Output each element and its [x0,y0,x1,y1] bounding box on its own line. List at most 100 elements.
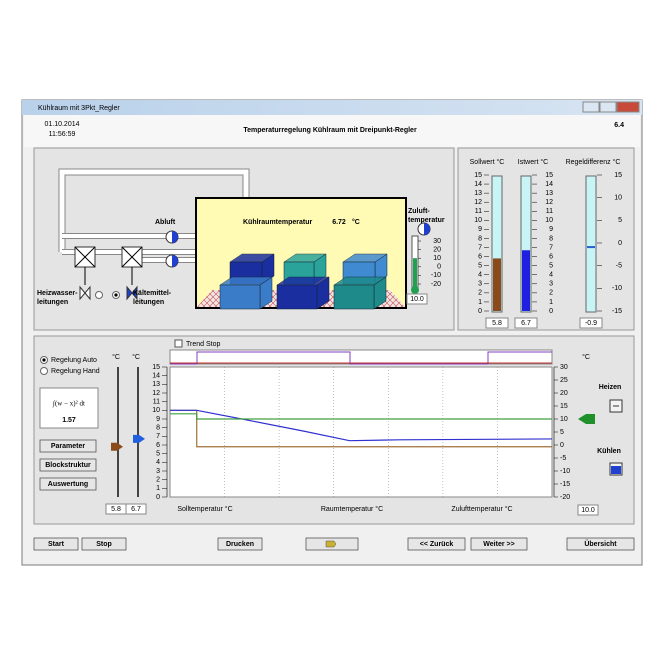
crate [276,284,318,310]
gauge-tick-label: 5 [618,217,622,224]
gauge-tick-label: 5 [478,263,482,270]
legend-label: Solltemperatur °C [177,505,232,513]
readout [514,317,538,329]
gauge-tick-label: 0 [618,240,622,247]
gauge-tick-label: 13 [474,190,482,197]
slider-unit: °C [112,353,120,361]
y-tick-label: 15 [152,364,160,371]
readout-value: 6.7 [521,320,531,327]
radio-label: Regelung Hand [51,368,100,375]
date: 01.10.2014 [44,121,79,128]
gauge-tick-label: 12 [545,199,553,206]
gauge-tick-label: 2 [549,290,553,297]
readout [579,317,603,329]
gauge-tick-label: 3 [549,281,553,288]
fan-blade [424,223,430,235]
readout [406,293,428,305]
slider-unit: °C [132,353,140,361]
y2-tick-label: 30 [560,364,568,371]
button[interactable] [566,537,635,551]
pipe-label: Kältemittel- [133,290,172,297]
y2-tick-label: -5 [560,455,566,462]
button-label: Auswertung [48,481,88,488]
gauge-label: Regeldifferenz °C [566,158,621,166]
button[interactable] [39,458,97,472]
gauge-tick-label: 7 [478,244,482,251]
radio[interactable] [40,367,48,375]
button-label: Übersicht [584,539,617,548]
radio-dot [114,293,118,297]
gauge-tick-label: 11 [475,208,482,215]
readout-value: 5.8 [492,320,502,327]
gauge-tick-label: 3 [478,281,482,288]
gauge-tick-label: 0 [478,308,482,315]
gauge-tick-label: 10 [545,217,553,224]
button-label: Start [48,541,65,548]
gauge-tick-label: 0 [549,308,553,315]
maximize[interactable] [599,101,617,113]
button-label: Blockstruktur [45,462,91,469]
slider-thumb[interactable] [111,442,123,451]
y2-tick-label: -10 [560,468,570,475]
radio-dot [42,358,46,362]
gauge-tick-label: 9 [549,226,553,233]
trend-line [170,413,552,420]
gauge-tick-label: 1 [478,299,482,306]
readout-value: 5.8 [111,506,121,513]
gauge-tick-label: 7 [549,244,553,251]
gauge-tick-label: 8 [549,235,553,242]
button[interactable] [217,537,263,551]
room-unit: °C [352,218,360,226]
gauge-tick-label: 10 [614,195,622,202]
gauge-tick-label: 15 [545,172,553,179]
checkbox[interactable] [174,339,183,348]
valve [126,285,138,301]
button-label: Stop [96,541,112,548]
gauge-tick-label: 5 [549,263,553,270]
close[interactable] [616,101,640,113]
room-label: Kühlraumtemperatur [243,219,313,226]
output-unit: °C [582,353,590,361]
valve-cross [121,246,143,268]
thermo-tick-label: 0 [437,264,441,271]
gauge-label: Sollwert °C [470,158,505,166]
button[interactable] [39,439,97,453]
y-tick-label: 8 [156,425,160,432]
icon [325,540,337,548]
y-tick-label: 7 [156,433,160,440]
pipe [59,169,249,252]
supply-label: Zuluft- [408,208,430,215]
slider-thumb[interactable] [133,434,145,443]
digital-signal [170,351,552,365]
gauge-tube [491,175,503,313]
gauge-tick-label: 1 [549,299,553,306]
button-label: Drucken [226,541,254,548]
integral-box [39,387,99,429]
gauge-tick-label: 10 [474,217,482,224]
crate [333,284,375,310]
minimize[interactable] [582,101,600,113]
checkbox-label: Trend Stop [186,341,220,348]
integral-value: 1.57 [62,417,76,424]
legend-label: Zulufttemperatur °C [451,505,512,513]
radio[interactable] [95,291,103,299]
gauge-tick-label: 6 [549,253,553,260]
y-tick-label: 1 [156,485,160,492]
gauge-tick-label: 12 [474,199,482,206]
button[interactable] [33,537,79,551]
gauge-tube [585,175,597,313]
gauge-tick-label: 11 [546,208,553,215]
button[interactable] [407,537,466,551]
y-tick-label: 13 [152,381,160,388]
gauge-tick-label: 15 [474,172,482,179]
button[interactable] [81,537,127,551]
gauge-tick-label: 2 [478,290,482,297]
button[interactable] [470,537,528,551]
y2-tick-label: -15 [560,481,570,488]
thermo-tick-label: 20 [433,246,441,253]
gauge-tick-label: 4 [549,272,553,279]
y-tick-label: 3 [156,468,160,475]
plot-area [169,366,553,498]
pipe-label: leitungen [37,299,68,306]
button[interactable] [39,477,97,491]
